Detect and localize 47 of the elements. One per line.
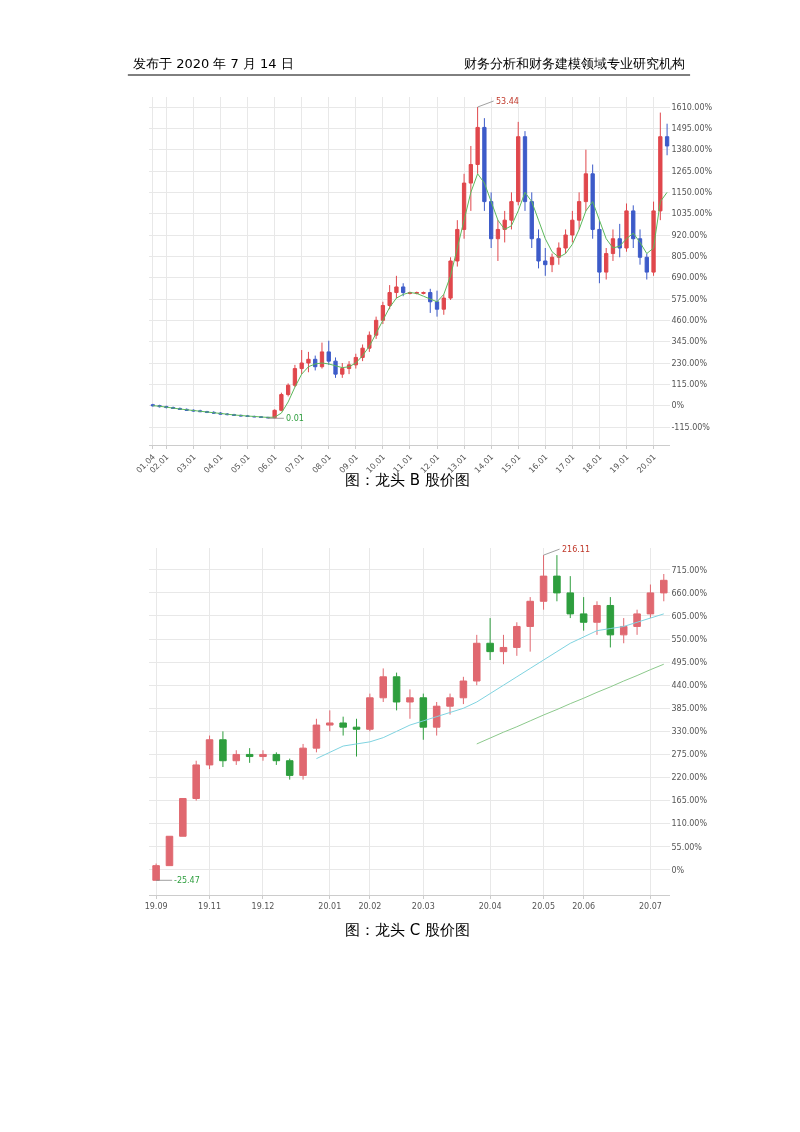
annotation: 53.44 <box>496 97 519 106</box>
x-tick-label: 19.11 <box>198 901 221 911</box>
y-tick-label: 55.00% <box>671 842 703 852</box>
y-tick-label: 230.00% <box>671 358 708 368</box>
y-tick-label: 460.00% <box>671 316 708 326</box>
annotation: 0.01 <box>286 414 304 423</box>
y-tick-label: 495.00% <box>671 657 708 667</box>
y-tick-label: 165.00% <box>671 796 708 806</box>
y-tick-label: 550.00% <box>671 634 708 644</box>
y-tick-label: 440.00% <box>671 681 708 691</box>
x-tick-label: 20.02 <box>358 901 382 911</box>
x-tick-label: 20.07 <box>638 901 662 911</box>
annotation: 216.11 <box>562 545 590 554</box>
x-tick-label: 20.06 <box>572 901 596 911</box>
y-tick-label: 1380.00% <box>671 145 713 155</box>
y-tick-label: 220.00% <box>671 773 708 783</box>
text: 发布于 2020 年 7 月 14 日 <box>133 56 294 71</box>
y-tick-label: 110.00% <box>671 819 708 829</box>
y-tick-label: 1610.00% <box>671 102 713 112</box>
y-tick-label: 275.00% <box>671 750 708 760</box>
y-tick-label: 690.00% <box>671 273 708 283</box>
y-tick-label: 1035.00% <box>671 209 713 219</box>
x-tick-label: 20.05 <box>532 901 555 911</box>
x-tick-label: 20.01 <box>318 901 342 911</box>
annotation: -25.47 <box>174 876 200 885</box>
y-tick-label: 1150.00% <box>671 188 713 198</box>
y-tick-label: 115.00% <box>671 380 708 390</box>
y-tick-label: 805.00% <box>671 252 708 262</box>
y-tick-label: 605.00% <box>671 611 708 621</box>
y-tick-label: 920.00% <box>671 230 708 240</box>
y-tick-label: 1265.00% <box>671 166 713 176</box>
x-tick-label: 19.09 <box>144 901 168 911</box>
y-tick-label: -115.00% <box>671 422 711 432</box>
y-tick-label: 1495.00% <box>671 124 713 134</box>
y-tick-label: 575.00% <box>671 294 708 304</box>
text: 图：龙头 C 股价图 <box>345 921 471 939</box>
x-tick-label: 20.03 <box>411 901 435 911</box>
y-tick-label: 330.00% <box>671 727 708 737</box>
y-tick-label: 385.00% <box>671 704 708 714</box>
x-tick-label: 19.12 <box>251 901 275 911</box>
y-tick-label: 715.00% <box>671 565 708 575</box>
text: 财务分析和财务建模领域专业研究机构 <box>464 56 685 71</box>
y-tick-label: 660.00% <box>671 588 708 598</box>
y-tick-label: 0% <box>671 401 685 411</box>
x-tick-label: 20.04 <box>478 901 502 911</box>
y-tick-label: 345.00% <box>671 337 708 347</box>
y-tick-label: 0% <box>671 865 685 875</box>
